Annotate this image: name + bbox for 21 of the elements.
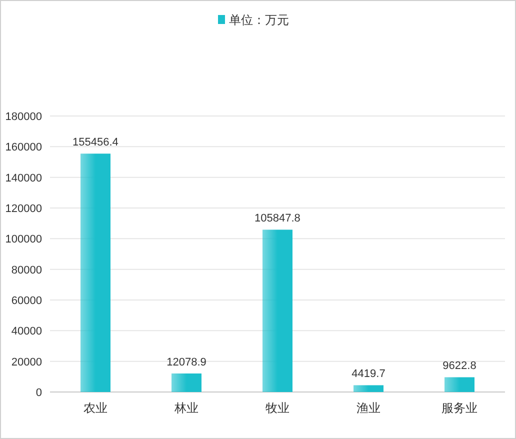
y-tick-label: 180000 [5,111,42,123]
x-tick-label: 农业 [84,401,108,415]
y-tick-label: 160000 [5,142,42,154]
legend-label: 单位：万元 [229,13,289,27]
data-label: 105847.8 [254,212,300,225]
y-tick-label: 20000 [11,356,42,368]
x-tick-label: 服务业 [442,401,478,415]
data-label: 12078.9 [166,356,206,368]
data-label: 155456.4 [72,136,118,149]
x-tick-label: 林业 [174,401,198,415]
y-tick-label: 0 [36,387,42,399]
y-tick-label: 120000 [5,203,42,215]
y-tick-label: 140000 [5,172,42,184]
y-tick-label: 60000 [11,295,42,307]
y-tick-label: 80000 [11,264,42,276]
data-label: 9622.8 [442,360,476,372]
x-tick-label: 渔业 [356,401,380,415]
y-tick-label: 40000 [11,326,42,338]
y-tick-label: 100000 [5,234,42,246]
x-tick-label: 牧业 [266,401,290,415]
data-label: 4419.7 [352,368,386,380]
